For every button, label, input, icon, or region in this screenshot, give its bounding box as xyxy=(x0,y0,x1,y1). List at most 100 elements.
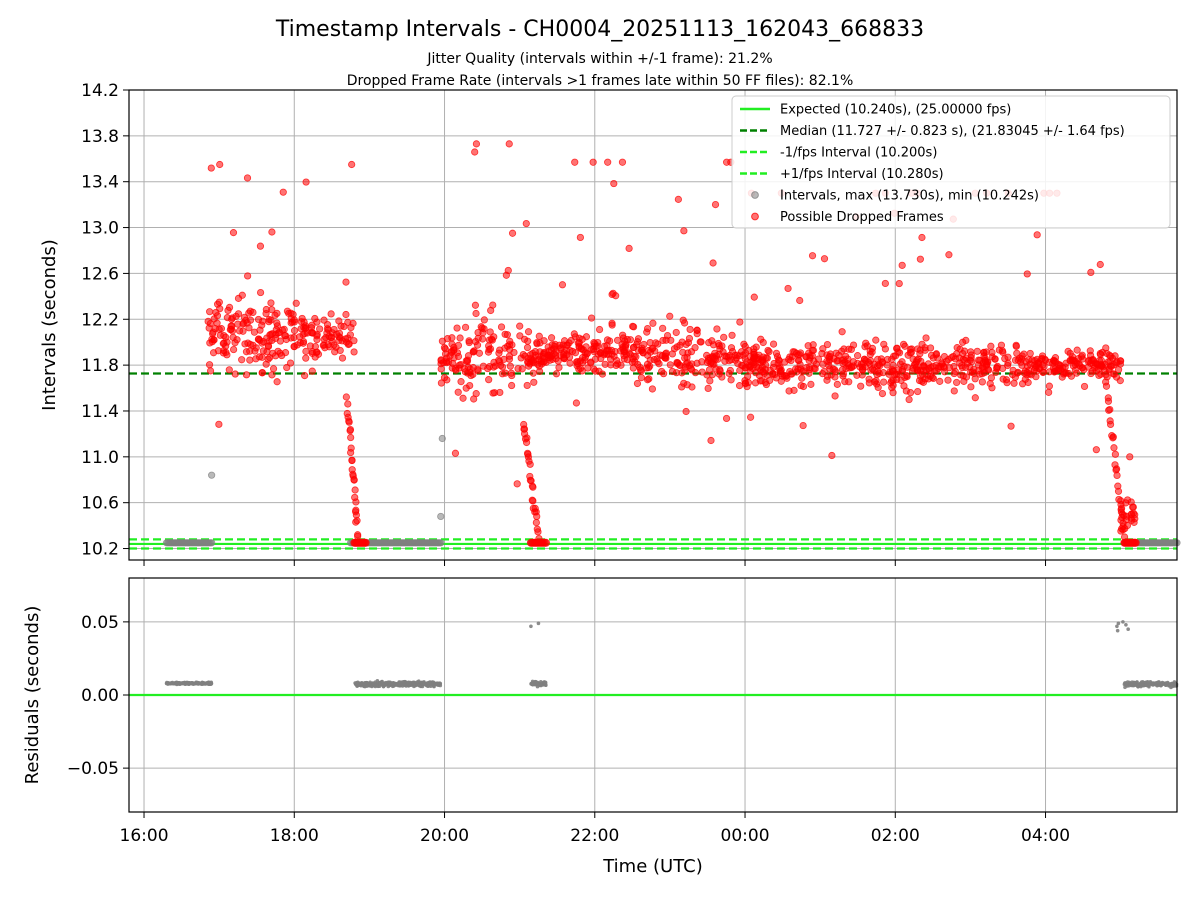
dropped-frame-point xyxy=(347,433,355,442)
dropped-frame-point xyxy=(473,341,482,349)
dropped-frame-point xyxy=(704,384,712,392)
dropped-frame-point xyxy=(643,328,651,336)
dropped-frame-point xyxy=(281,349,290,357)
dropped-frame-point xyxy=(547,334,556,342)
dropped-frame-point xyxy=(224,306,232,314)
dropped-frame-point xyxy=(1102,344,1110,352)
dropped-frame-point xyxy=(799,421,807,430)
dropped-frame-point xyxy=(614,360,622,368)
dropped-frame-point xyxy=(300,318,308,326)
dropped-frame-point xyxy=(523,343,532,352)
dropped-frame-point xyxy=(470,395,478,403)
dropped-frame-point xyxy=(335,317,343,325)
dropped-frame-point xyxy=(880,378,888,386)
dropped-frame-point xyxy=(725,369,733,378)
dropped-frame-point xyxy=(589,345,597,353)
dropped-frame-point xyxy=(267,299,275,307)
residual-point xyxy=(197,681,201,686)
residual-point xyxy=(200,680,205,685)
dropped-frame-point xyxy=(258,353,266,361)
dropped-frame-point xyxy=(1034,359,1043,367)
dropped-frame-point xyxy=(313,332,321,340)
dropped-frame-point xyxy=(802,363,811,372)
dropped-frame-point xyxy=(870,360,878,368)
dropped-frame-point xyxy=(597,348,605,356)
intervals-axes-frame xyxy=(128,89,1178,561)
residual-point xyxy=(164,681,169,686)
dropped-frame-point xyxy=(1018,380,1027,388)
dropped-frame-point xyxy=(437,379,446,387)
dropped-frame-point xyxy=(454,388,462,396)
dropped-frame-point xyxy=(1086,351,1095,359)
dropped-frame-point xyxy=(736,318,744,326)
dropped-frame-point xyxy=(290,342,298,351)
dropped-frame-point xyxy=(718,373,726,381)
dropped-frame-point xyxy=(541,538,550,547)
dropped-frame-point xyxy=(522,219,530,228)
dropped-frame-point xyxy=(460,365,469,373)
dropped-frame-point xyxy=(583,350,591,358)
dropped-frame-point xyxy=(348,160,356,169)
dropped-frame-point xyxy=(922,366,930,374)
dropped-frame-point xyxy=(866,350,874,359)
dropped-frame-point xyxy=(1077,353,1086,361)
dropped-frame-point xyxy=(1118,510,1127,518)
dropped-frame-point xyxy=(347,448,355,457)
residuals-y-tick-label: −0.05 xyxy=(67,759,119,779)
intervals-y-tick-label: 12.2 xyxy=(81,310,119,330)
dropped-frame-point xyxy=(772,349,781,357)
intervals-y-tick-label: 11.8 xyxy=(81,356,119,376)
dropped-frame-point xyxy=(272,334,280,342)
dropped-frame-point xyxy=(552,370,561,378)
residual-point xyxy=(1124,623,1128,627)
dropped-frame-point xyxy=(604,158,612,166)
dropped-frame-point xyxy=(582,343,590,351)
dropped-frame-point xyxy=(877,355,885,363)
dropped-frame-point xyxy=(1045,358,1054,366)
dropped-frame-point xyxy=(643,376,652,384)
residual-point xyxy=(437,682,441,686)
dropped-frame-point xyxy=(1040,362,1048,371)
dropped-frame-point xyxy=(350,348,358,356)
dropped-frame-point xyxy=(471,301,480,309)
residuals-y-ticks: −0.05 0.00 0.05 xyxy=(67,613,129,779)
dropped-frame-point xyxy=(589,158,597,166)
dropped-frame-point xyxy=(526,460,534,468)
dropped-frame-point xyxy=(558,281,567,289)
dropped-frame-point xyxy=(713,325,721,333)
dropped-frame-point xyxy=(900,382,908,390)
dropped-frame-point xyxy=(827,371,835,379)
dropped-frame-point xyxy=(643,360,652,368)
dropped-frame-point xyxy=(249,308,257,316)
dropped-frame-point xyxy=(654,340,662,348)
dropped-frame-point xyxy=(1051,365,1059,373)
dropped-frame-point xyxy=(308,328,316,337)
intervals-y-tick-label: 10.2 xyxy=(81,540,119,560)
dropped-frame-point xyxy=(868,344,877,352)
residual-point xyxy=(1170,681,1174,686)
dropped-frame-point xyxy=(346,426,355,434)
residual-point xyxy=(168,681,172,686)
legend-marker-swatch xyxy=(751,212,759,221)
dropped-frame-point xyxy=(696,338,704,346)
dropped-frame-point xyxy=(231,339,239,347)
dropped-frame-point xyxy=(490,389,499,397)
interval-point xyxy=(208,539,216,547)
dropped-frame-point xyxy=(1060,370,1068,378)
dropped-frame-point xyxy=(680,319,689,327)
residual-point xyxy=(1172,680,1177,684)
dropped-frame-point xyxy=(956,359,964,367)
dropped-frame-point xyxy=(857,382,865,390)
dropped-frame-point xyxy=(472,140,481,148)
dropped-frame-point xyxy=(1010,379,1018,387)
dropped-frame-point xyxy=(560,354,568,363)
dropped-frame-point xyxy=(889,389,897,397)
dropped-frame-point xyxy=(945,251,953,259)
x-tick-label: 20:00 xyxy=(420,826,469,846)
residual-point xyxy=(1157,683,1162,687)
residual-point xyxy=(398,680,402,684)
dropped-frame-point xyxy=(361,538,370,547)
dropped-frame-point xyxy=(252,344,260,352)
dropped-frame-point xyxy=(1110,444,1118,452)
dropped-frame-point xyxy=(572,399,580,407)
